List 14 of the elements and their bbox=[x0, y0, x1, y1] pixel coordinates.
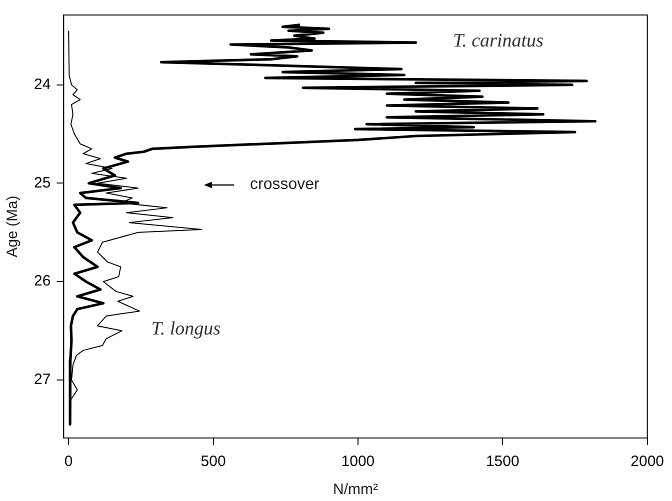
x-tick-label: 0 bbox=[64, 453, 73, 470]
annotation: crossover bbox=[250, 176, 320, 194]
series-label: T. carinatus bbox=[452, 30, 544, 52]
y-tick-label: 26 bbox=[34, 272, 51, 290]
x-axis-title: N/mm² bbox=[333, 481, 378, 498]
x-tick-label: 2000 bbox=[630, 453, 664, 470]
x-tick-label: 500 bbox=[200, 453, 226, 470]
y-tick-label: 27 bbox=[34, 371, 51, 388]
y-tick-label: 24 bbox=[34, 76, 51, 93]
series-label: T. longus bbox=[151, 318, 221, 340]
x-tick-label: 1000 bbox=[341, 453, 375, 470]
y-axis-title: Age (Ma) bbox=[4, 196, 22, 258]
x-tick-label: 1500 bbox=[486, 453, 520, 470]
y-tick-label: 25 bbox=[34, 174, 51, 192]
